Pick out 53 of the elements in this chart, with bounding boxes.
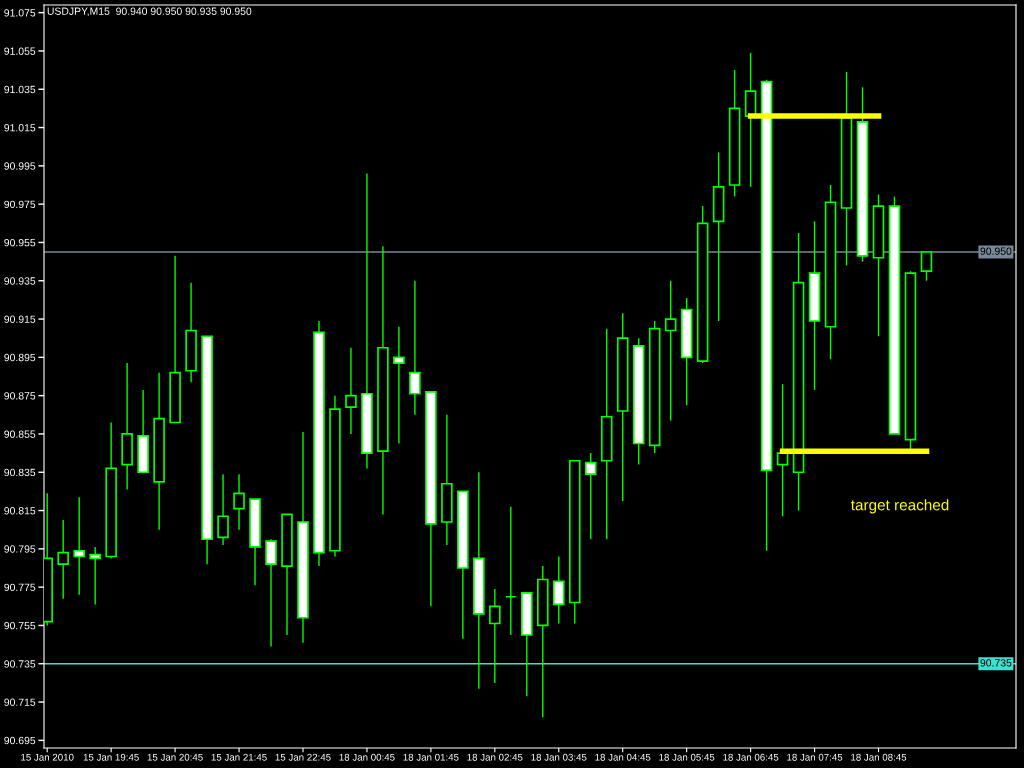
candlestick bbox=[345, 347, 357, 435]
y-tick-label: 90.795 bbox=[4, 545, 36, 553]
y-tick-label: 90.715 bbox=[4, 698, 36, 706]
y-tick-label: 90.815 bbox=[4, 507, 36, 515]
candlestick bbox=[393, 326, 405, 445]
x-tick-label: 18 Jan 08:45 bbox=[851, 753, 907, 761]
x-tick-label: 15 Jan 22:45 bbox=[275, 753, 331, 761]
y-tick-label: 91.075 bbox=[4, 9, 36, 17]
y-tick-label: 90.695 bbox=[4, 736, 36, 745]
candlestick bbox=[57, 519, 69, 600]
candlestick bbox=[233, 473, 245, 531]
x-tick-label: 18 Jan 00:45 bbox=[339, 753, 395, 761]
y-tick-label: 90.895 bbox=[4, 353, 36, 362]
candlestick bbox=[584, 452, 597, 540]
x-tick-label: 18 Jan 03:45 bbox=[531, 753, 587, 761]
y-tick-label: 90.735 bbox=[4, 660, 36, 668]
y-tick-label: 90.995 bbox=[4, 162, 36, 170]
candlestick bbox=[265, 538, 277, 648]
candlestick bbox=[217, 473, 229, 546]
y-tick-label: 90.975 bbox=[4, 200, 36, 209]
x-tick-label: 18 Jan 06:45 bbox=[723, 753, 779, 761]
chart-title: USDJPY,M15 90.940 90.950 90.935 90.950 bbox=[47, 7, 252, 17]
y-tick-label: 90.935 bbox=[4, 277, 36, 285]
x-tick-label: 15 Jan 20:45 bbox=[147, 753, 203, 761]
candlestick bbox=[664, 280, 677, 422]
x-tick-label: 18 Jan 05:45 bbox=[659, 753, 715, 761]
y-tick-label: 90.875 bbox=[4, 392, 36, 400]
annotation: target reached bbox=[850, 499, 949, 514]
y-tick-label: 90.955 bbox=[4, 238, 36, 247]
ref-line-label: 90.735 bbox=[980, 659, 1012, 667]
y-tick-label: 91.015 bbox=[4, 124, 36, 132]
candlestick bbox=[489, 588, 501, 684]
candlestick bbox=[920, 251, 933, 282]
candlestick bbox=[73, 496, 85, 596]
x-tick-label: 15 Jan 21:45 bbox=[211, 753, 267, 761]
x-tick-label: 18 Jan 04:45 bbox=[595, 753, 651, 761]
y-tick-label: 90.915 bbox=[4, 315, 36, 323]
y-tick-label: 90.755 bbox=[4, 621, 36, 630]
y-tick-label: 91.055 bbox=[4, 47, 36, 55]
x-tick-label: 18 Jan 02:45 bbox=[467, 753, 523, 761]
x-tick-label: 18 Jan 01:45 bbox=[403, 753, 459, 761]
candlestick bbox=[89, 546, 101, 606]
candlestick bbox=[505, 506, 517, 636]
y-tick-label: 90.775 bbox=[4, 583, 36, 592]
y-tick-label: 90.835 bbox=[4, 468, 36, 477]
candlestick bbox=[409, 280, 421, 416]
x-tick-label: 15 Jan 19:45 bbox=[83, 753, 139, 761]
candlestick bbox=[552, 555, 565, 625]
x-tick-label: 18 Jan 07:45 bbox=[787, 753, 843, 761]
ref-line-label: 90.950 bbox=[980, 247, 1012, 255]
x-tick-label: 15 Jan 2010 bbox=[21, 753, 74, 761]
y-tick-label: 90.855 bbox=[4, 430, 36, 438]
y-tick-label: 91.035 bbox=[4, 85, 36, 94]
